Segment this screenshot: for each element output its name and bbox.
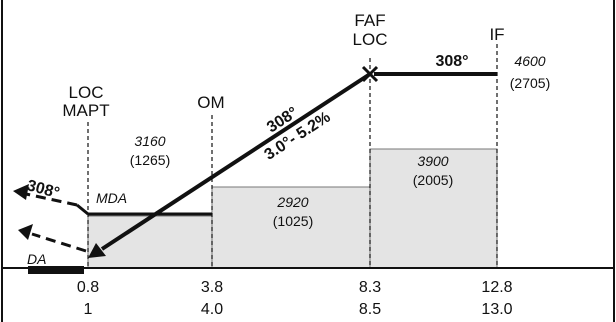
distance-row2-mapt: 1 [84,301,93,318]
intermediate-course: 308° [435,53,468,70]
missed-approach-arrow-upper-icon [13,184,29,200]
faf-label-line1: FAF [354,11,385,30]
distance-row2-if: 13.0 [481,301,512,318]
glideslope-om-altitude-msl: 3160 [134,133,165,149]
mda-label: MDA [96,190,127,206]
distance-row1-if: 12.8 [481,279,512,296]
om-label: OM [197,93,224,112]
intermediate-altitude-msl: 4600 [514,53,545,69]
glideslope-om-altitude-agl: (1265) [130,152,170,168]
intermediate-altitude-agl: (2705) [510,75,550,91]
da-label: DA [27,251,46,267]
faf-label-line2: LOC [353,30,388,49]
distance-row1-faf: 8.3 [359,279,381,296]
distance-row1-mapt: 0.8 [77,279,99,296]
loc-mapt-label-line1: LOC [69,83,104,102]
faf-if-altitude-agl: (2005) [413,172,453,188]
missed-approach-dashed-upper [25,192,78,207]
distance-row2-faf: 8.5 [359,301,381,318]
om-faf-altitude-msl: 2920 [276,194,308,210]
missed-approach-course: 308° [25,177,61,202]
missed-approach-dashed-lower [31,232,87,253]
step-block-faf-if [369,148,498,269]
loc-mapt-label-line2: MAPT [62,101,109,120]
glidepath-arrowhead-icon [88,243,106,258]
step-block-mapt-om [87,215,213,269]
mda-connector [76,203,89,216]
glidepath-line [100,72,372,251]
if-label: IF [489,25,504,44]
faf-if-altitude-msl: 3900 [417,153,448,169]
distance-row2-om: 4.0 [201,301,223,318]
om-faf-altitude-agl: (1025) [273,213,313,229]
runway-bar [28,266,84,274]
missed-approach-arrow-lower-icon [18,224,33,240]
distance-row1-om: 3.8 [201,279,223,296]
